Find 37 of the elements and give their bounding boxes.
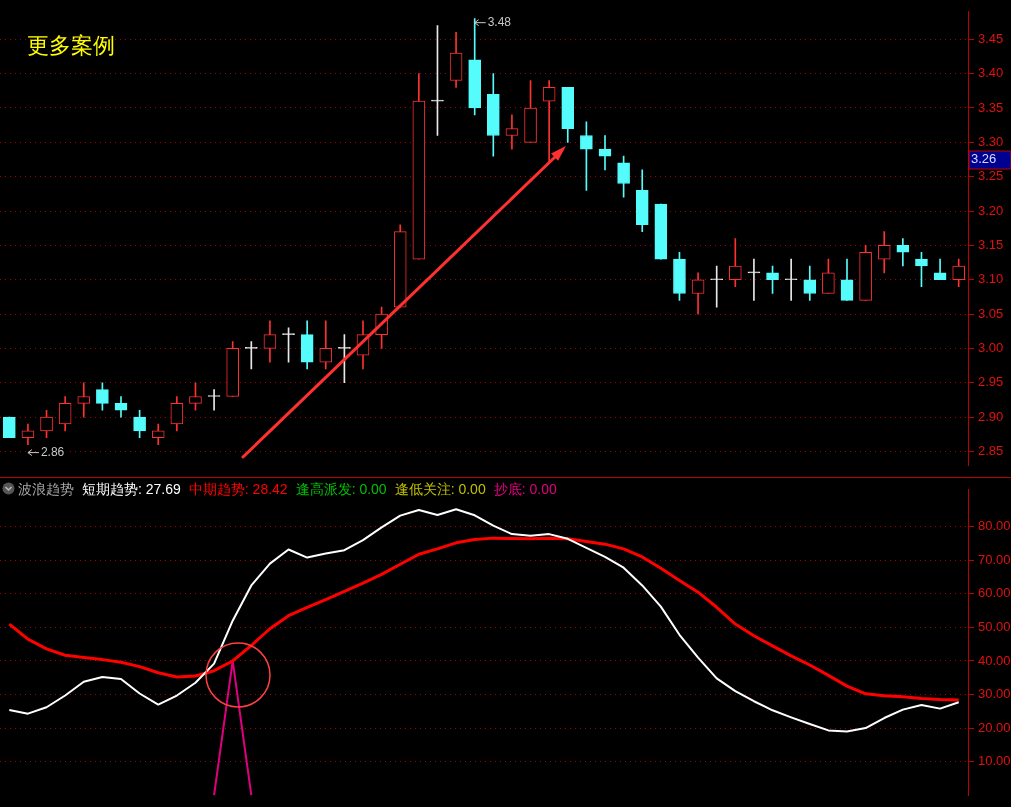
legend-label: 逢低关注: 0.00 bbox=[394, 480, 486, 497]
candlestick bbox=[542, 80, 556, 164]
y-tick-label: 30.00 bbox=[978, 686, 1011, 702]
legend-label: 逢高派发: 0.00 bbox=[295, 480, 387, 497]
y-tick-label: 3.25 bbox=[978, 168, 1004, 184]
annotation: 更多案例 bbox=[27, 33, 115, 59]
candlestick bbox=[784, 258, 798, 301]
y-tick-label: 3.10 bbox=[978, 271, 1004, 287]
candlestick bbox=[747, 258, 761, 301]
legend-title: 波浪趋势 bbox=[18, 480, 74, 497]
y-tick-label: 2.95 bbox=[978, 374, 1004, 390]
y-tick-label: 3.15 bbox=[978, 236, 1004, 252]
y-tick-label: 2.85 bbox=[978, 443, 1004, 459]
y-tick-label: 3.45 bbox=[978, 30, 1004, 46]
text: 抄底: 0.00 bbox=[493, 480, 557, 497]
y-tick-label: 70.00 bbox=[978, 551, 1011, 567]
y-tick-label: 20.00 bbox=[978, 719, 1011, 735]
y-tick-label: 60.00 bbox=[978, 585, 1011, 601]
candlestick bbox=[505, 114, 519, 150]
y-tick-label: 50.00 bbox=[978, 618, 1011, 634]
annotation: 3.48 bbox=[487, 14, 512, 29]
text: 短期趋势: 27.69 bbox=[82, 480, 182, 497]
y-tick-label: 3.00 bbox=[978, 339, 1004, 355]
y-tick-label: 10.00 bbox=[978, 753, 1011, 769]
y-tick-label: 3.30 bbox=[978, 133, 1004, 149]
y-tick-label: 3.20 bbox=[978, 202, 1004, 218]
text: 3.26 bbox=[971, 150, 997, 166]
candlestick bbox=[710, 265, 724, 308]
y-tick-label: 80.00 bbox=[978, 518, 1011, 534]
y-tick-label: 3.40 bbox=[978, 65, 1004, 81]
annotation: 2.86 bbox=[40, 444, 65, 459]
text: 中期趋势: 28.42 bbox=[188, 480, 288, 497]
y-tick-label: 3.05 bbox=[978, 305, 1004, 321]
candlestick bbox=[77, 382, 91, 418]
y-tick-label: 3.35 bbox=[978, 99, 1004, 115]
y-tick-label: 2.90 bbox=[978, 408, 1004, 424]
y-tick-label: 40.00 bbox=[978, 652, 1011, 668]
